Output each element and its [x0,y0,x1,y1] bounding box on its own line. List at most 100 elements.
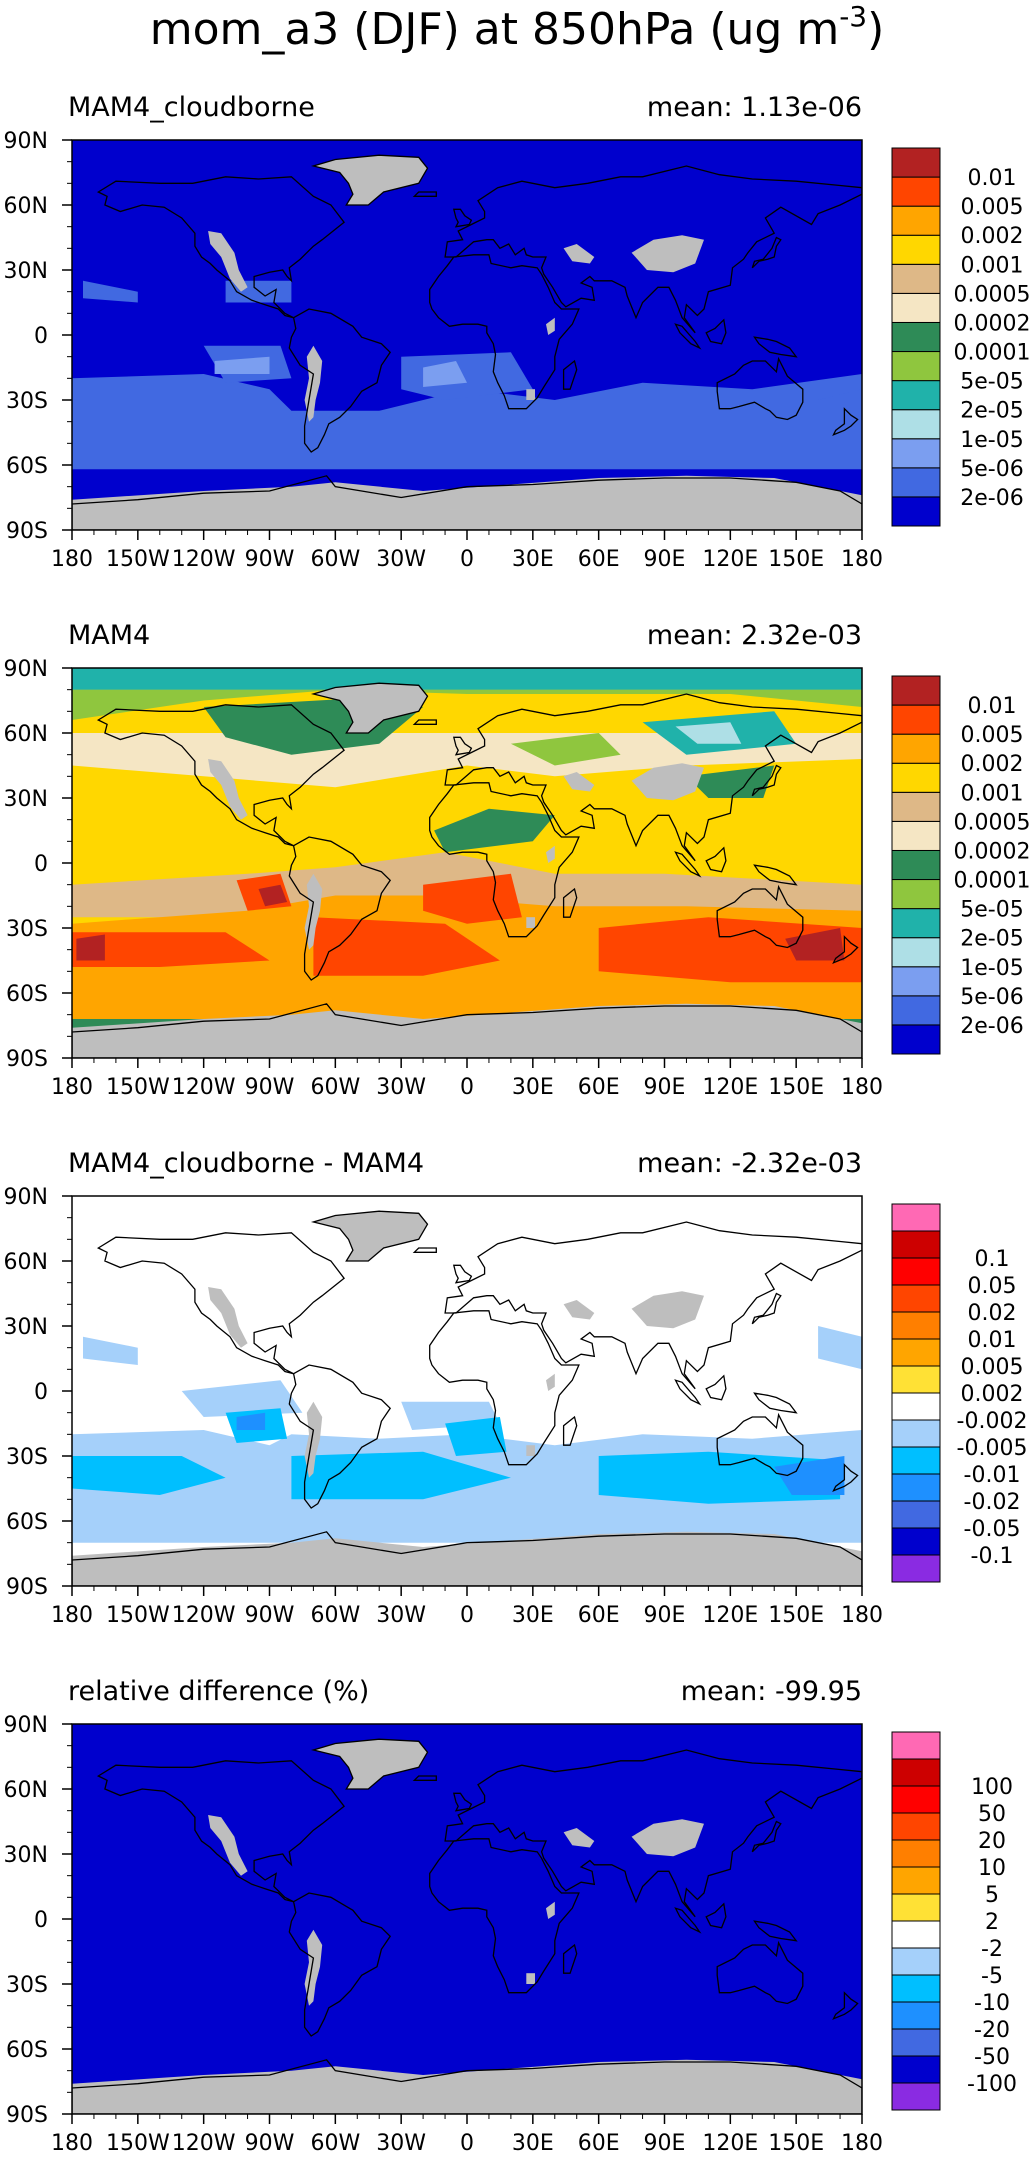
colorbar-swatch [891,1365,941,1394]
colorbar-swatch [891,2055,941,2084]
field-contour [774,1456,845,1495]
missing-region-africaSouth [526,1973,535,1984]
colorbar-label: -0.002 [957,1409,1028,1434]
missing-region-rockies [208,231,248,292]
figure-title-close: ) [867,4,884,55]
colorbar-label: 0.0005 [954,282,1031,307]
coastline-antarctica [72,2059,862,2114]
coastline-madagascar [562,359,578,390]
missing-region-antarctic [72,2059,862,2114]
colorbar-label: 10 [978,1856,1006,1881]
field-contour [423,361,467,387]
lat-tick-label: 0 [34,852,48,877]
field-contour [83,280,138,303]
lon-tick-label: 60W [310,547,360,572]
colorbar-label: 0.0002 [954,311,1031,336]
colorbar-label: -0.01 [964,1463,1021,1488]
lat-tick-label: 60S [6,982,48,1007]
lon-tick-label: 150E [768,1075,824,1100]
field-contour [445,1417,507,1456]
field-contour [675,722,742,744]
lat-tick-label: 30S [6,1445,48,1470]
lon-tick-label: 120W [172,1075,236,1100]
colorbar-swatch [891,234,941,265]
field-background [72,140,862,530]
panel-difference: MAM4_cloudborne - MAM4 mean: -2.32e-03 1… [4,1148,1028,1628]
colorbar-label: 0.005 [961,1355,1024,1380]
lon-tick-label: 90W [245,547,295,572]
coastline-southAmerica [288,308,392,453]
colorbar-swatch [891,1974,941,2003]
colorbar-label: -0.02 [964,1490,1021,1515]
panel-mean: mean: -2.32e-03 [637,1148,862,1179]
lat-tick-label: 60N [4,722,48,747]
colorbar-swatch [891,733,941,764]
colorbar-swatch [891,1812,941,1841]
lat-tick-label: 60N [4,1778,48,1803]
colorbar-label: 20 [978,1829,1006,1854]
colorbar-swatch [891,1024,941,1055]
colorbar-swatch [891,1203,941,1232]
colorbar-label: 0.1 [975,1247,1010,1272]
colorbar-label: 0.0001 [954,869,1031,894]
lat-tick-label: 90S [6,1575,48,1600]
coastline-sumatra [674,1907,702,1934]
coastline-newZealand [832,407,859,436]
colorbar-swatch [891,995,941,1026]
lat-tick-label: 30N [4,787,48,812]
lon-tick-label: 90E [644,1075,686,1100]
lat-tick-label: 30N [4,1843,48,1868]
lon-tick-label: 0 [460,1603,474,1628]
lon-tick-label: 60W [310,1603,360,1628]
lon-tick-label: 180 [51,547,93,572]
missing-region-greenland [313,155,428,205]
coastline-borneo [705,318,727,345]
coastline-eurasia [444,1221,862,1390]
coastline-madagascar [562,1943,578,1974]
colorbar-label: -10 [974,1991,1010,2016]
coastline-antarctica [72,475,862,530]
colorbar-swatch [891,351,941,382]
lat-tick-label: 30S [6,917,48,942]
figure-title: mom_a3 (DJF) at 850hPa (ug m-3) [150,0,885,55]
missing-region-tibet [631,1819,704,1857]
colorbar-swatch [891,1230,941,1259]
coastline-newZealand [832,935,859,964]
colorbar-swatch [891,409,941,440]
map-area [72,1196,862,1586]
missing-region-africaSouth [526,1445,535,1456]
colorbar-label: 100 [971,1775,1013,1800]
colorbar-swatch [891,1284,941,1313]
colorbar-label: 1e-05 [960,956,1023,981]
lat-tick-label: 90S [6,2103,48,2128]
field-contour [72,1456,226,1495]
colorbar-swatch [891,1866,941,1895]
coastline-borneo [705,846,727,873]
coastline-antarctica [72,1531,862,1586]
field-contour [423,873,522,924]
field-contour [72,932,270,967]
lon-tick-label: 180 [841,1603,883,1628]
panel-title: relative difference (%) [68,1676,369,1707]
lon-tick-label: 120W [172,1603,236,1628]
field-contour [686,765,775,798]
colorbar-label: 2e-06 [960,1014,1023,1039]
map-area [72,1724,862,2114]
lon-tick-label: 150W [106,1603,170,1628]
coastline-eurasia [444,1749,862,1918]
colorbar-swatch [891,820,941,851]
field-contour [181,1380,303,1417]
panel-mean: mean: 2.32e-03 [647,620,862,651]
panel-title: MAM4_cloudborne [68,92,315,123]
lon-tick-label: 0 [460,2131,474,2156]
coastline-japan [751,1820,782,1853]
coastline-iceland [412,1775,437,1781]
field-contour [598,917,862,983]
lon-tick-label: 90W [245,1603,295,1628]
coastline-britain [452,208,473,228]
colorbar-label: 0.05 [968,1274,1017,1299]
field-contour [291,1451,511,1500]
field-contour [72,689,862,720]
colorbar-swatch [891,1920,941,1949]
lon-tick-label: 30E [512,547,554,572]
